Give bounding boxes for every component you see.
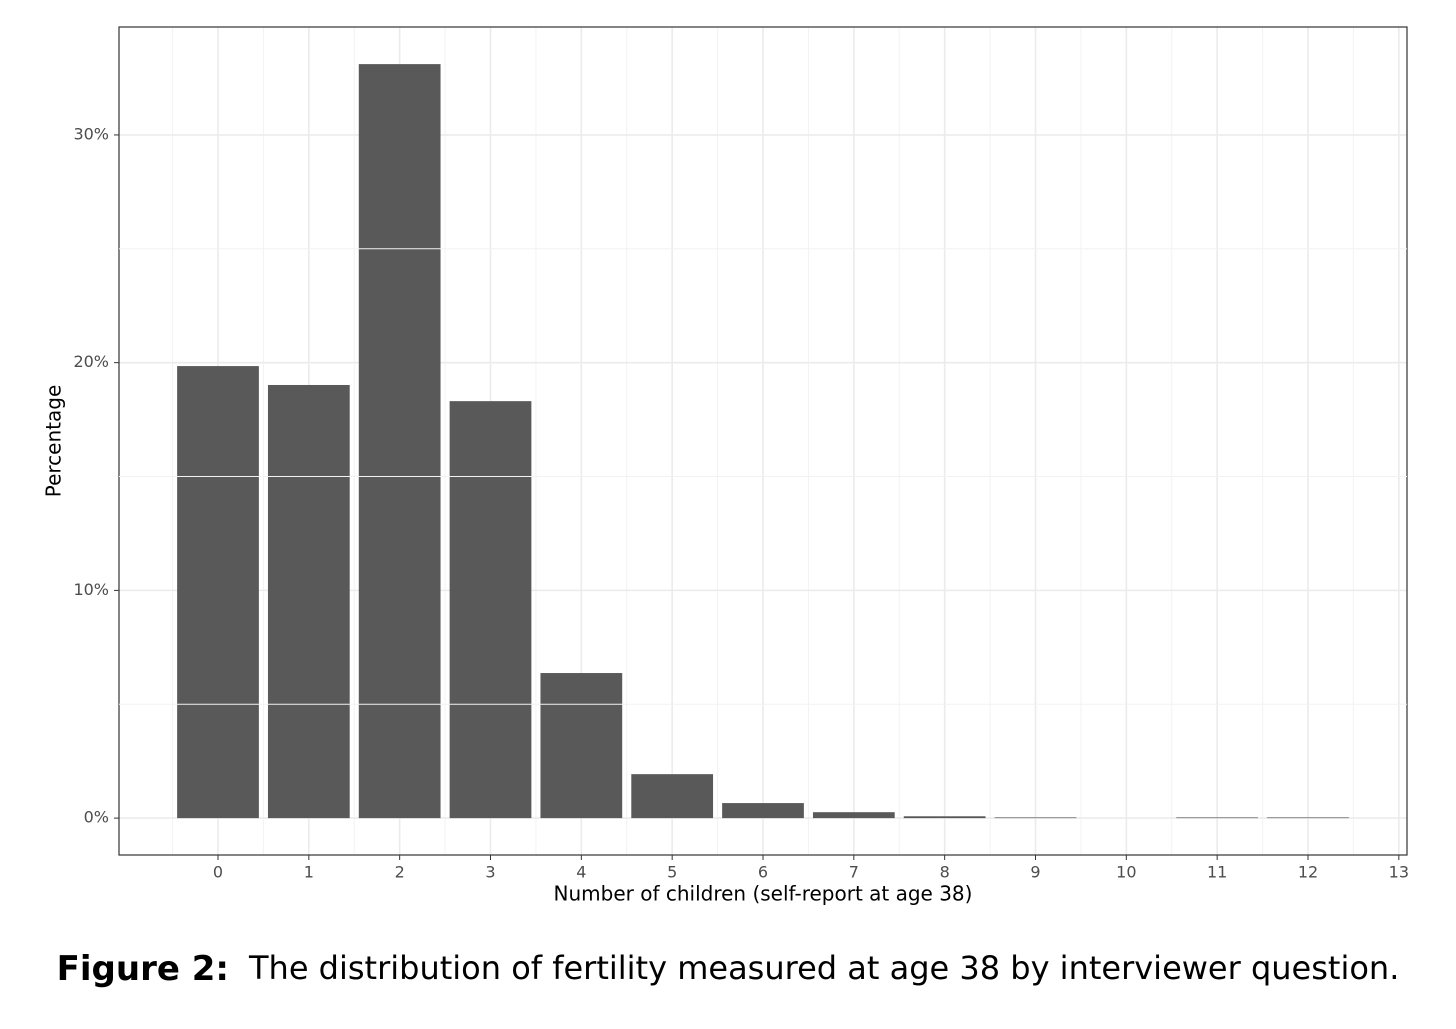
y-tick-label: 0% — [84, 808, 109, 827]
x-tick-label: 12 — [1298, 863, 1318, 882]
bar — [449, 401, 532, 819]
caption-label: Figure 2: — [57, 949, 229, 989]
caption: Figure 2: The distribution of fertility m… — [57, 949, 1400, 989]
bar — [994, 817, 1077, 819]
x-tick-label: 4 — [576, 863, 586, 882]
x-tick-label: 9 — [1030, 863, 1040, 882]
bar — [540, 673, 623, 819]
y-axis-title: Percentage — [42, 385, 66, 498]
x-tick-label: 3 — [485, 863, 495, 882]
bars — [177, 64, 1349, 819]
caption-text: The distribution of fertility measured a… — [248, 949, 1399, 987]
bar — [631, 774, 714, 819]
x-tick-label: 1 — [304, 863, 314, 882]
x-axis-title: Number of children (self-report at age 3… — [554, 882, 973, 906]
y-tick-label: 20% — [73, 352, 109, 371]
x-tick-label: 7 — [849, 863, 859, 882]
x-tick-label: 2 — [395, 863, 405, 882]
x-tick-label: 8 — [940, 863, 950, 882]
x-tick-label: 11 — [1207, 863, 1227, 882]
bar — [903, 816, 986, 819]
bar — [1267, 817, 1349, 819]
bar — [722, 803, 804, 819]
bar — [1176, 817, 1259, 819]
y-tick-label: 10% — [73, 580, 109, 599]
x-tick-label: 6 — [758, 863, 768, 882]
bar — [812, 812, 895, 819]
y-tick-label: 30% — [73, 124, 109, 143]
x-tick-label: 0 — [213, 863, 223, 882]
x-tick-label: 13 — [1389, 863, 1409, 882]
bar — [177, 366, 259, 819]
bar — [267, 384, 350, 819]
x-tick-label: 5 — [667, 863, 677, 882]
bar — [358, 64, 441, 819]
x-tick-label: 10 — [1116, 863, 1136, 882]
